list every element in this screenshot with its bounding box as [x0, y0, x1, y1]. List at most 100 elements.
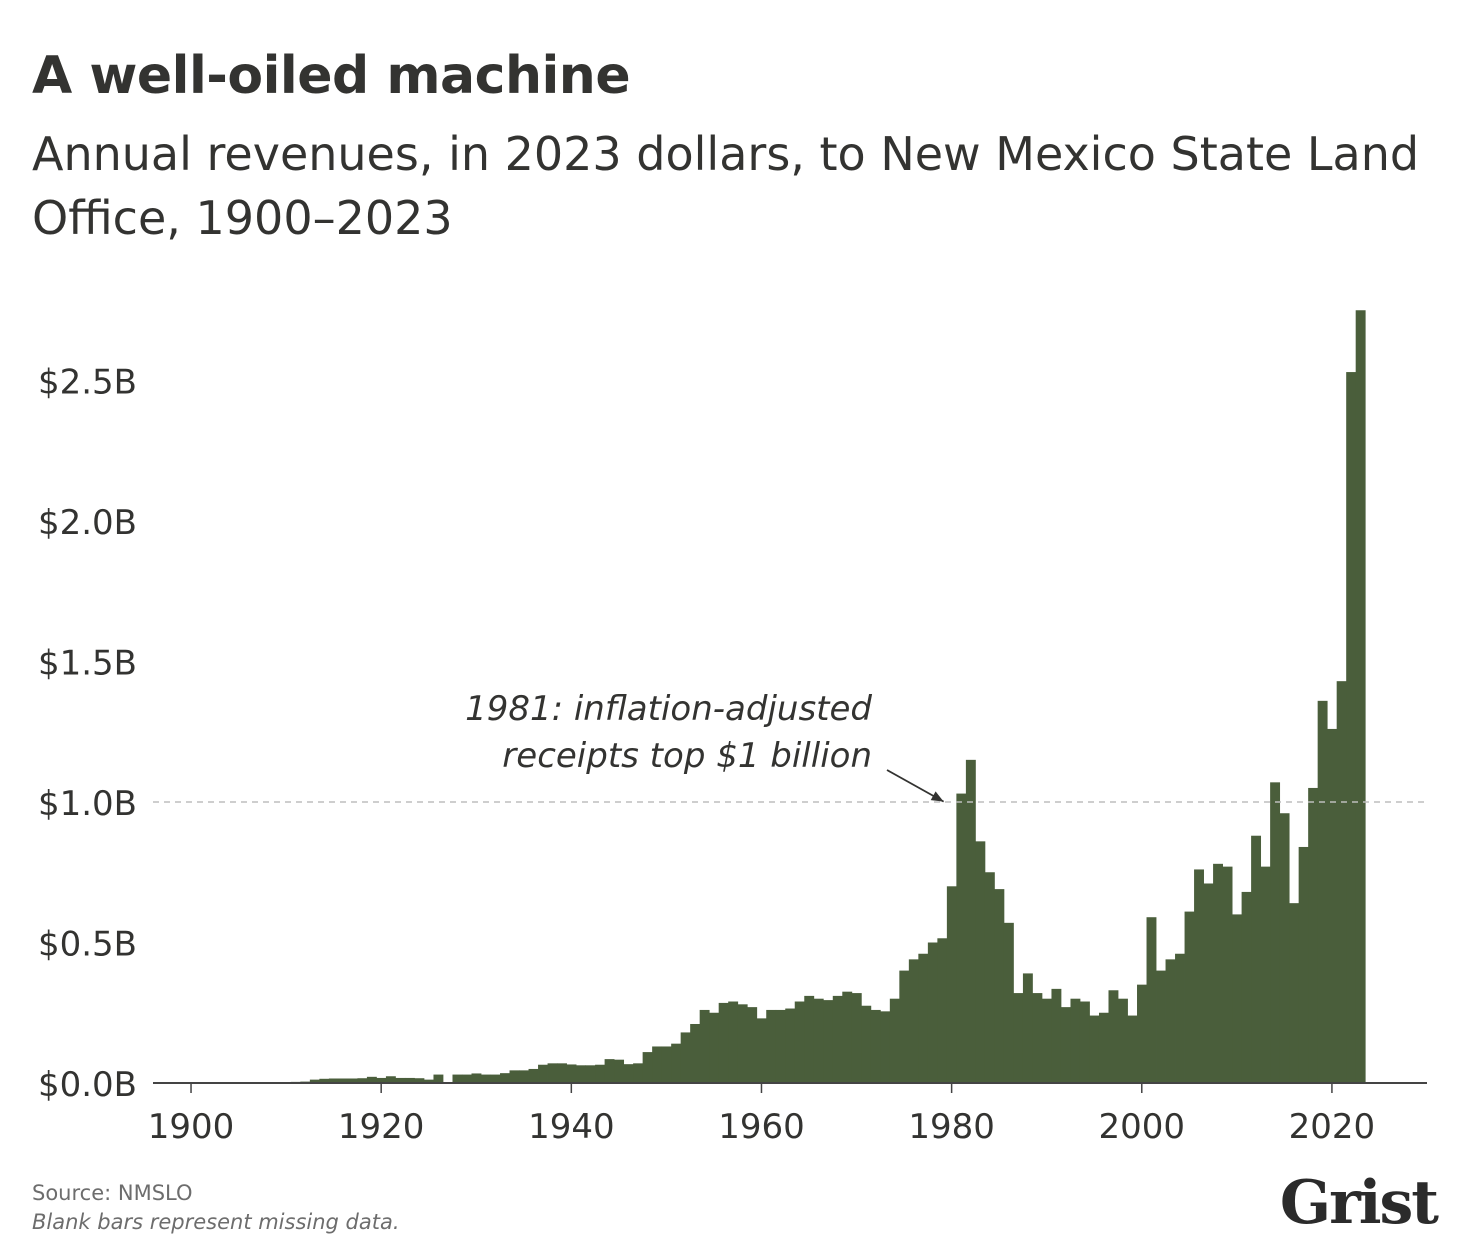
- bar-2021: [1336, 681, 1347, 1083]
- y-tick-label: $2.5B: [38, 363, 137, 403]
- y-tick-label: $1.5B: [38, 644, 137, 684]
- bar-1952: [680, 1032, 691, 1083]
- bar-1940: [566, 1064, 577, 1083]
- bar-1966: [813, 998, 824, 1083]
- bar-1975: [899, 970, 910, 1083]
- bar-1998: [1118, 998, 1128, 1083]
- bar-1946: [623, 1064, 634, 1083]
- bar-1929: [461, 1074, 472, 1083]
- x-tick-label: 1940: [528, 1107, 615, 1147]
- bar-1932: [490, 1074, 501, 1083]
- bar-1918: [357, 1078, 368, 1083]
- bar-1936: [528, 1068, 539, 1083]
- bar-1919: [366, 1076, 377, 1083]
- bar-2005: [1184, 911, 1195, 1083]
- bar-1995: [1089, 1015, 1100, 1083]
- bar-1977: [918, 953, 929, 1083]
- bar-1982: [965, 759, 976, 1083]
- bar-1955: [709, 1012, 720, 1083]
- bar-1954: [699, 1009, 710, 1083]
- bar-1971: [861, 1005, 872, 1084]
- bar-1989: [1032, 993, 1043, 1083]
- bar-1969: [842, 991, 853, 1083]
- bar-1972: [870, 1009, 881, 1083]
- bar-1986: [1003, 922, 1014, 1083]
- bar-series: [186, 310, 1366, 1084]
- bar-2016: [1289, 903, 1300, 1083]
- bar-1970: [851, 993, 862, 1083]
- x-tick-label: 1900: [148, 1107, 235, 1147]
- bar-1934: [509, 1070, 520, 1083]
- bar-1928: [452, 1074, 463, 1083]
- bar-1916: [338, 1078, 349, 1083]
- bar-1914: [319, 1078, 330, 1083]
- bar-1925: [423, 1079, 434, 1083]
- x-tick-label: 1960: [718, 1107, 805, 1147]
- bar-1923: [404, 1077, 415, 1083]
- bar-2018: [1308, 787, 1319, 1083]
- bar-1984: [984, 872, 995, 1083]
- bar-1988: [1022, 973, 1033, 1083]
- bar-1978: [927, 942, 938, 1083]
- bar-1992: [1060, 1007, 1071, 1083]
- bar-1997: [1108, 990, 1119, 1083]
- bar-1965: [804, 995, 815, 1083]
- bar-1933: [500, 1073, 510, 1083]
- annotation-line-1: 1981: inflation-adjusted: [465, 689, 872, 729]
- bar-1974: [889, 998, 900, 1083]
- bar-1987: [1013, 993, 1024, 1083]
- bar-1993: [1070, 998, 1081, 1083]
- bar-2019: [1317, 700, 1328, 1083]
- bar-1949: [652, 1046, 663, 1083]
- bar-1953: [690, 1023, 701, 1083]
- bar-2012: [1251, 835, 1262, 1083]
- bar-1920: [376, 1077, 387, 1083]
- bar-1922: [395, 1077, 406, 1083]
- bar-1947: [633, 1063, 644, 1083]
- x-tick-label: 1980: [908, 1107, 995, 1147]
- bar-2013: [1260, 866, 1271, 1083]
- bar-1964: [794, 1001, 805, 1083]
- bar-2010: [1232, 914, 1243, 1083]
- bar-1958: [737, 1004, 748, 1083]
- bar-1959: [747, 1007, 758, 1083]
- bar-1935: [519, 1070, 529, 1083]
- x-tick-label: 1920: [338, 1107, 425, 1147]
- bar-1931: [481, 1074, 491, 1083]
- bar-1961: [766, 1009, 777, 1083]
- bar-2006: [1194, 869, 1204, 1083]
- bar-1979: [937, 938, 948, 1083]
- bar-1937: [538, 1064, 548, 1083]
- bar-2004: [1175, 953, 1185, 1083]
- annotation-line-2: receipts top $1 billion: [502, 736, 872, 776]
- bar-1980: [946, 886, 957, 1083]
- bar-2007: [1203, 883, 1214, 1083]
- bar-2008: [1213, 863, 1223, 1083]
- bar-2001: [1146, 917, 1157, 1083]
- y-tick-label: $0.5B: [38, 925, 137, 965]
- bar-2022: [1346, 372, 1357, 1083]
- bar-1915: [328, 1078, 339, 1083]
- bar-1938: [547, 1063, 558, 1083]
- bar-1942: [585, 1065, 596, 1083]
- bar-1999: [1127, 1015, 1138, 1083]
- bar-1973: [880, 1011, 891, 1084]
- bar-2023: [1355, 310, 1366, 1083]
- bar-1962: [775, 1009, 786, 1083]
- bar-2002: [1156, 970, 1166, 1083]
- bar-1951: [671, 1043, 682, 1083]
- bar-1976: [908, 959, 919, 1083]
- x-tick-label: 2020: [1289, 1107, 1376, 1147]
- bar-2017: [1298, 846, 1309, 1083]
- annotation-arrowhead: [930, 791, 944, 802]
- bar-1968: [832, 995, 843, 1083]
- y-tick-label: $2.0B: [38, 503, 137, 543]
- bar-2011: [1241, 891, 1252, 1083]
- bar-1913: [309, 1079, 320, 1083]
- bar-1926: [433, 1074, 444, 1083]
- bar-1950: [661, 1046, 672, 1083]
- bar-1981: [956, 793, 967, 1083]
- bar-2020: [1327, 728, 1338, 1083]
- bar-1945: [614, 1059, 625, 1083]
